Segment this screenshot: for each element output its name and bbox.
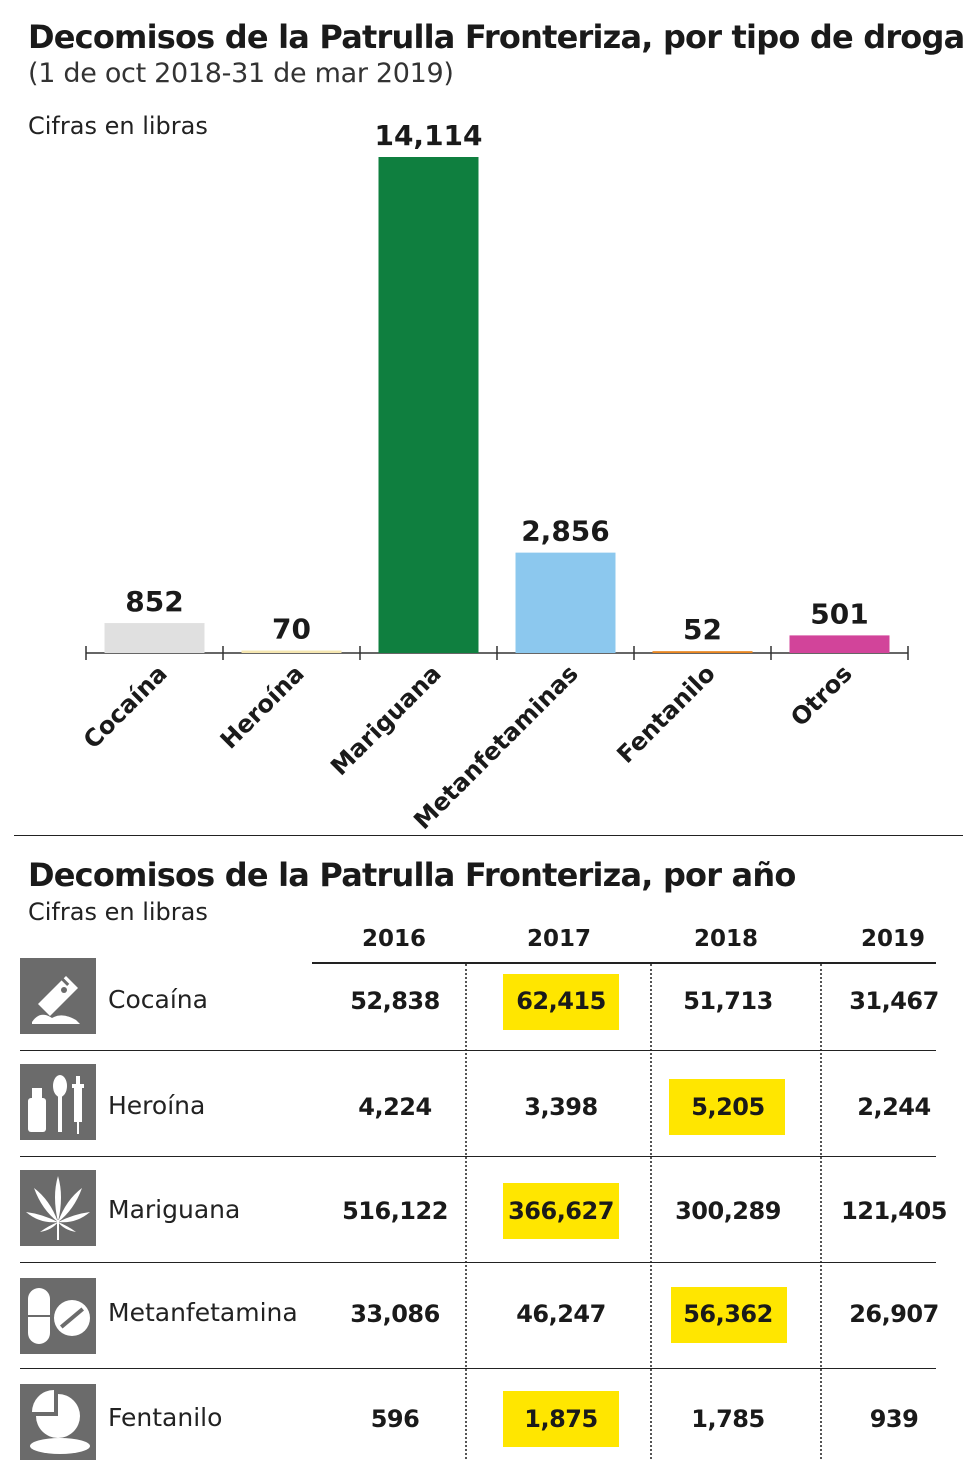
bar-mariguana [378, 157, 479, 653]
column-divider [820, 964, 822, 1459]
pills-icon [20, 1278, 96, 1354]
heroin-paraphernalia-icon [20, 1064, 96, 1140]
year-header-2016: 2016 [361, 926, 426, 952]
row-separator [20, 1156, 936, 1157]
year-header-2017: 2017 [526, 926, 591, 952]
chart-subtitle: (1 de oct 2018-31 de mar 2019) [28, 58, 454, 89]
value-cell: 121,405 [841, 1197, 947, 1225]
value-cell: 4,224 [358, 1093, 432, 1121]
bar-heroína [241, 650, 342, 653]
value-cell: 31,467 [849, 987, 939, 1015]
drug-name-fentanilo: Fentanilo [108, 1403, 223, 1432]
category-label: Cocaína [78, 659, 173, 754]
bar-value-label: 2,856 [521, 515, 610, 548]
bar-otros [789, 635, 890, 653]
value-cell: 52,838 [350, 987, 440, 1015]
chart-title: Decomisos de la Patrulla Fronteriza, por… [28, 18, 963, 56]
value-cell: 46,247 [516, 1300, 606, 1328]
bar-value-label: 852 [125, 585, 183, 618]
value-cell: 1,785 [691, 1405, 765, 1433]
highlight-cell [671, 1287, 787, 1343]
bar-value-label: 501 [810, 597, 868, 630]
value-cell: 1,875 [524, 1405, 598, 1433]
value-cell: 33,086 [350, 1300, 440, 1328]
bar-fentanilo [652, 651, 753, 653]
category-label: Heroína [215, 659, 310, 754]
row-separator [20, 1368, 936, 1369]
highlight-cell [503, 974, 619, 1030]
column-divider [465, 964, 467, 1459]
tablet-icon [20, 1384, 96, 1460]
value-cell: 56,362 [683, 1300, 773, 1328]
bar-value-label: 14,114 [374, 119, 482, 152]
value-cell: 516,122 [342, 1197, 448, 1225]
bar-value-label: 70 [272, 613, 311, 646]
row-separator [20, 1050, 936, 1051]
year-header-2018: 2018 [693, 926, 758, 952]
category-label: Fentanilo [612, 659, 721, 768]
section-divider [14, 835, 963, 836]
value-cell: 62,415 [516, 987, 606, 1015]
value-cell: 366,627 [508, 1197, 614, 1225]
drug-name-heroina: Heroína [108, 1091, 206, 1120]
value-cell: 939 [869, 1405, 919, 1433]
drug-name-mariguana: Mariguana [108, 1195, 241, 1224]
value-cell: 26,907 [849, 1300, 939, 1328]
table-header-rule [312, 962, 936, 964]
value-cell: 2,244 [857, 1093, 931, 1121]
year-header-2019: 2019 [860, 926, 925, 952]
cocaine-razor-icon [20, 958, 96, 1034]
drug-name-metanfetamina: Metanfetamina [108, 1298, 298, 1327]
value-cell: 5,205 [691, 1093, 765, 1121]
chart-unit-note: Cifras en libras [28, 112, 208, 140]
bar-value-label: 52 [683, 613, 722, 646]
cannabis-leaf-icon [20, 1170, 96, 1246]
value-cell: 596 [370, 1405, 420, 1433]
bar-metanfetaminas [515, 552, 616, 653]
table-title: Decomisos de la Patrulla Fronteriza, por… [28, 856, 796, 894]
value-cell: 3,398 [524, 1093, 598, 1121]
highlight-cell [669, 1079, 785, 1135]
value-cell: 51,713 [683, 987, 773, 1015]
row-separator [20, 1262, 936, 1263]
bar-chart: 852Cocaína70Heroína14,114Mariguana2,856M… [78, 119, 909, 830]
table-unit-note: Cifras en libras [28, 898, 208, 926]
category-label: Mariguana [325, 659, 447, 781]
value-cell: 300,289 [675, 1197, 781, 1225]
highlight-cell [503, 1183, 619, 1239]
bar-cocaína [104, 623, 205, 653]
drug-name-cocaina: Cocaína [108, 985, 208, 1014]
highlight-cell [503, 1391, 619, 1447]
category-label: Otros [785, 659, 857, 731]
column-divider [650, 964, 652, 1459]
